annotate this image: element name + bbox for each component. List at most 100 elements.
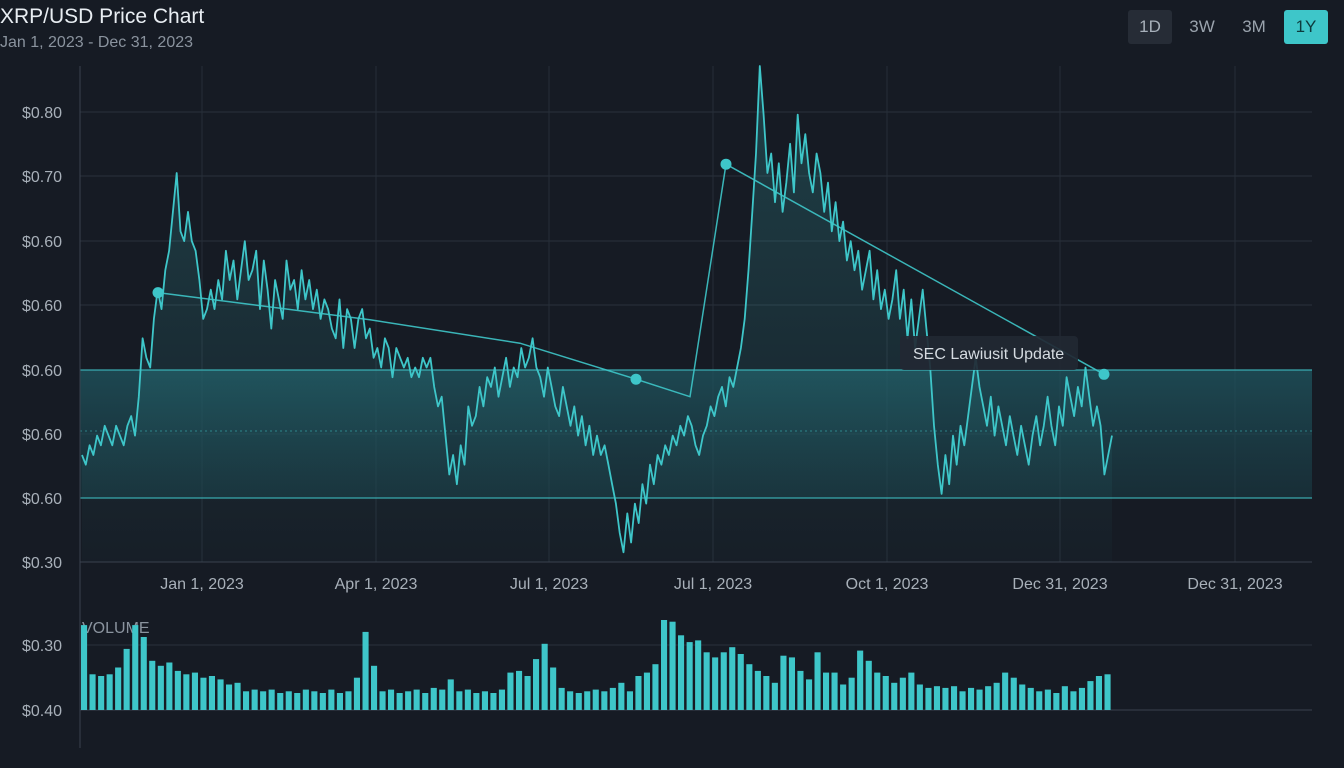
- volume-bar: [362, 631, 369, 710]
- range-button-1d[interactable]: 1D: [1128, 10, 1172, 44]
- volume-bar: [959, 691, 966, 710]
- volume-bar: [507, 672, 514, 710]
- volume-bar: [336, 693, 343, 710]
- volume-chart: VOLUME $0.30 $0.40: [22, 620, 1312, 720]
- range-button-1y[interactable]: 1Y: [1284, 10, 1328, 44]
- x-tick-label: Jul 1, 2023: [674, 576, 752, 593]
- volume-bar: [712, 657, 719, 710]
- volume-bar: [106, 674, 113, 710]
- chart-title: XRP/USD Price Chart: [0, 5, 205, 28]
- volume-bar: [814, 652, 821, 710]
- x-tick-label: Jul 1, 2023: [510, 576, 588, 593]
- volume-bar: [388, 689, 395, 710]
- volume-bar: [746, 664, 753, 710]
- volume-bar: [618, 682, 625, 710]
- y-tick-label: $0.70: [22, 169, 62, 186]
- volume-bar: [1002, 672, 1009, 710]
- volume-bar: [1078, 687, 1085, 710]
- x-tick-label: Dec 31, 2023: [1012, 576, 1107, 593]
- volume-bar: [763, 676, 770, 710]
- volume-bar: [908, 672, 915, 710]
- volume-bar: [345, 691, 352, 710]
- volume-bar: [567, 691, 574, 710]
- volume-bar: [848, 677, 855, 710]
- volume-bar: [780, 655, 787, 710]
- volume-bar: [405, 691, 412, 710]
- volume-bar: [874, 672, 881, 710]
- volume-bar: [251, 689, 258, 710]
- volume-bar: [635, 676, 642, 710]
- volume-bar: [1087, 681, 1094, 710]
- volume-bar: [243, 691, 250, 710]
- volume-bar: [371, 665, 378, 710]
- annotation-box: [900, 336, 1078, 370]
- range-button-3w[interactable]: 3W: [1189, 17, 1215, 36]
- volume-bar: [951, 686, 958, 710]
- volume-bar: [865, 660, 872, 710]
- volume-bar: [140, 637, 147, 710]
- volume-bar: [208, 676, 215, 710]
- volume-bar: [609, 687, 616, 710]
- volume-label: VOLUME: [82, 620, 150, 637]
- volume-bar: [1104, 674, 1111, 710]
- volume-bar: [797, 670, 804, 710]
- volume-bar: [626, 691, 633, 710]
- volume-bar: [115, 667, 122, 710]
- volume-bar: [720, 652, 727, 710]
- volume-bar: [456, 691, 463, 710]
- volume-bar: [132, 625, 139, 710]
- volume-bar: [1027, 687, 1034, 710]
- price-line: [81, 65, 1113, 554]
- volume-bar: [925, 687, 932, 710]
- volume-bar: [1070, 691, 1077, 710]
- volume-bar: [840, 684, 847, 710]
- volume-bar: [533, 659, 540, 710]
- volume-bar: [89, 674, 96, 710]
- volume-bar: [166, 662, 173, 710]
- volume-bar: [294, 693, 301, 710]
- volume-bar: [788, 657, 795, 710]
- volume-bar: [1036, 691, 1043, 710]
- volume-bar: [516, 670, 523, 710]
- price-area-fill: [82, 66, 1112, 562]
- y-tick-label: $0.60: [22, 491, 62, 508]
- volume-bar: [771, 682, 778, 710]
- volume-bar: [379, 691, 386, 710]
- volume-bar: [447, 679, 454, 710]
- x-tick-label: Dec 31, 2023: [1187, 576, 1282, 593]
- volume-bar: [473, 693, 480, 710]
- trend-marker: [1098, 368, 1110, 380]
- volume-bar: [149, 660, 156, 710]
- volume-bar: [498, 689, 505, 710]
- volume-bar: [652, 664, 659, 710]
- trend-marker: [152, 287, 164, 299]
- volume-bar: [584, 691, 591, 710]
- y-axis: $0.80 $0.70 $0.60 $0.60 $0.60 $0.60 $0.60 $0.30: [22, 66, 1312, 748]
- timeframe-selector: 1D 3W 3M 1Y: [1128, 10, 1328, 44]
- volume-bar: [601, 691, 608, 710]
- volume-bar: [1019, 684, 1026, 710]
- volume-bar: [831, 672, 838, 710]
- trend-marker: [630, 373, 642, 385]
- volume-bar: [439, 689, 446, 710]
- volume-bar: [157, 665, 164, 710]
- volume-bar: [430, 687, 437, 710]
- volume-bar: [200, 677, 207, 710]
- range-button-3m[interactable]: 3M: [1242, 17, 1266, 36]
- volume-bar: [234, 682, 241, 710]
- y-tick-label: $0.80: [22, 105, 62, 122]
- volume-bar: [661, 620, 668, 710]
- volume-bar: [976, 689, 983, 710]
- volume-bar: [558, 687, 565, 710]
- volume-bar: [703, 652, 710, 710]
- volume-bar: [464, 689, 471, 710]
- x-tick-label: Oct 1, 2023: [846, 576, 929, 593]
- volume-bar: [260, 691, 267, 710]
- trend-marker: [720, 158, 732, 170]
- volume-bar: [183, 674, 190, 710]
- volume-bar: [98, 676, 105, 710]
- volume-bar: [968, 687, 975, 710]
- volume-bar: [481, 691, 488, 710]
- trend-line-layer: [152, 158, 1110, 398]
- volume-bar: [328, 689, 335, 710]
